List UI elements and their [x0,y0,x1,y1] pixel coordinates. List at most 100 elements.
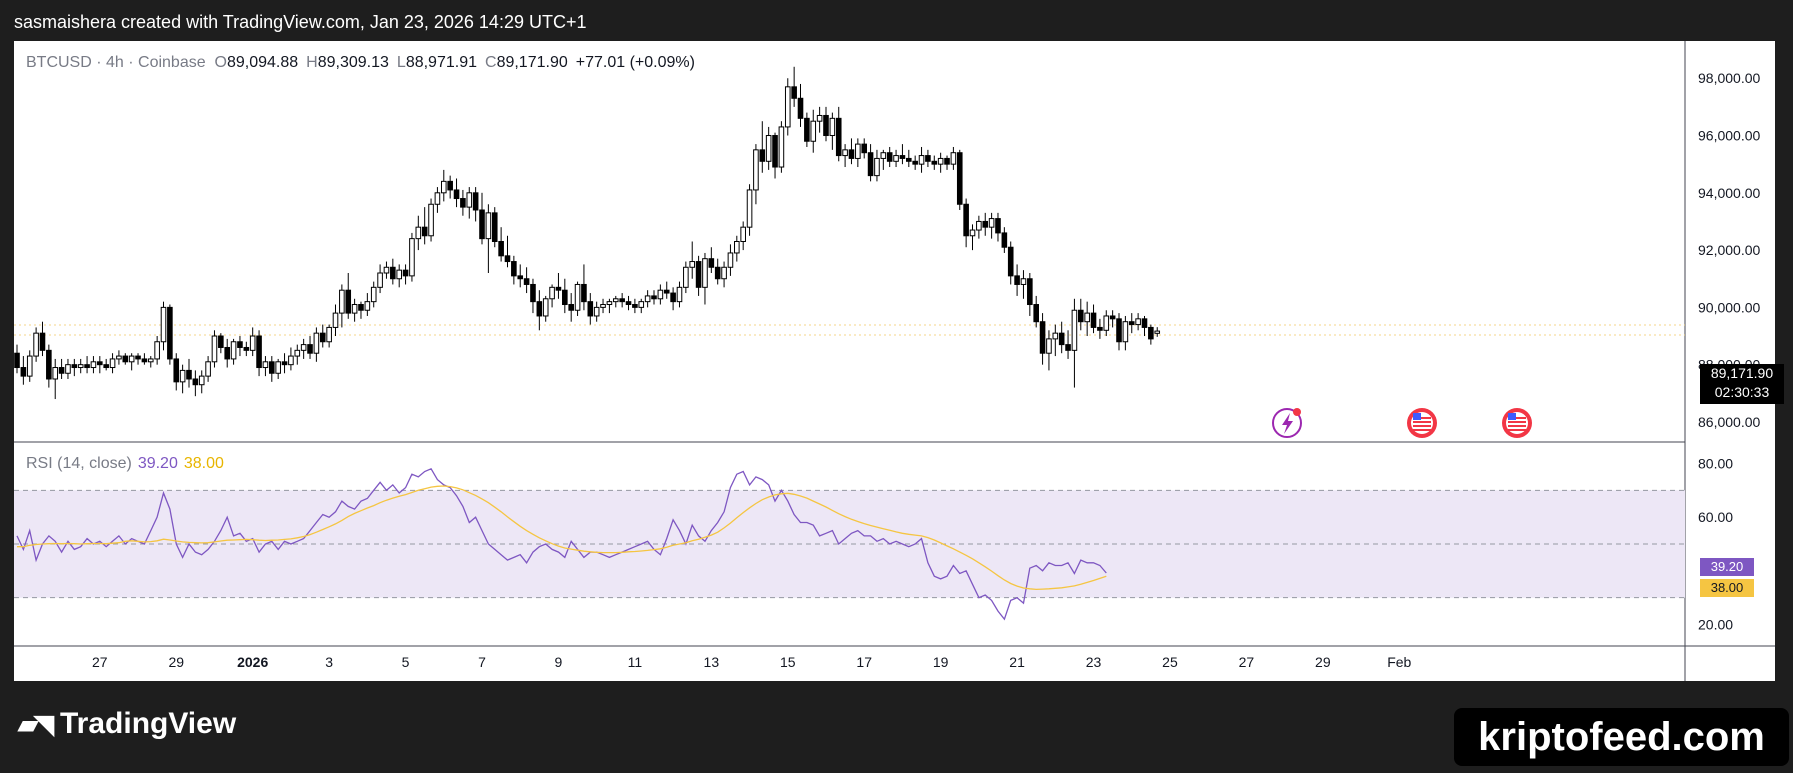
time-axis-label: 17 [856,654,872,670]
candle [931,160,938,165]
candle [918,155,925,165]
candle [192,378,199,386]
candle [160,306,167,343]
time-axis-label: 13 [704,654,720,670]
us-flag-icon[interactable] [1502,408,1532,438]
candle [982,220,989,228]
rsi-axis-label: 20.00 [1698,617,1733,633]
candle [198,375,205,386]
candle [1001,232,1008,248]
candle [307,344,313,354]
open-label: O [214,54,227,71]
time-axis-label: 9 [555,654,563,670]
high-value: 89,309.13 [317,54,389,71]
candle [568,304,574,311]
candle [179,369,186,383]
candle [116,355,122,360]
candle [1058,332,1065,346]
candle [313,332,320,354]
candle [759,149,766,162]
price-axis-label: 94,000.00 [1698,185,1760,201]
candle [224,346,231,360]
candle [511,261,517,277]
ohlc-legend[interactable]: BTCUSD · 4h · Coinbase O89,094.88 H89,309… [26,54,703,72]
candle [472,192,479,211]
candle [784,86,791,128]
candle [71,364,78,369]
candle [880,152,887,159]
candle [440,180,447,194]
candle [753,149,759,191]
candle [1077,309,1084,323]
candle [281,361,288,366]
candle [485,212,492,240]
candle [523,278,530,285]
candle [1116,318,1122,343]
rsi-line [16,467,1107,621]
candle [402,269,409,277]
candle [587,301,594,317]
candle [1039,321,1046,354]
candle [612,298,619,303]
last-price-value: 89,171.90 [1710,365,1774,381]
candle [714,266,721,280]
candle [549,286,555,300]
time-axis-label: 27 [92,654,108,670]
candle [396,269,402,280]
close-label: C [485,54,497,71]
candle [632,304,638,308]
time-axis-label: 3 [325,654,333,670]
candle [1046,338,1052,354]
candle [33,332,39,357]
time-axis-label: 29 [1315,654,1331,670]
symbol-label[interactable]: BTCUSD · 4h · Coinbase [26,54,206,71]
candle [804,117,810,142]
candle [988,218,995,228]
candle [925,155,931,162]
rsi-legend[interactable]: RSI (14, close) 39.20 38.00 [26,455,224,473]
low-label: L [396,54,406,71]
candle [893,155,899,162]
candle [1014,275,1020,285]
candle [453,189,460,200]
chart-container[interactable]: 98,000.00 96,000.00 94,000.00 92,000.00 90,0… [14,41,1784,681]
rsi-name[interactable]: RSI (14, close) [26,455,132,472]
candle [778,126,785,168]
candle [205,361,211,377]
candle [663,289,670,294]
candle [1027,278,1033,306]
candle [1052,332,1059,340]
candle [1097,326,1103,331]
candle [600,304,606,308]
candle [218,335,224,348]
candle [135,355,141,360]
event-icons-group[interactable] [1272,408,1532,438]
rsi-ma-axis-tag: 38.00 [1700,579,1754,597]
candle [167,306,173,360]
time-axis-label: 2026 [237,654,268,670]
candle [421,226,428,237]
candle [243,346,250,351]
candle [77,364,84,369]
candle [1065,344,1071,351]
candle [670,292,676,303]
candle [122,355,129,363]
tradingview-logo[interactable]: ▰◥ TradingView [18,707,236,741]
bar-countdown: 02:30:33 [1714,384,1770,400]
candle [262,361,269,369]
candle [644,295,651,303]
open-value: 89,094.88 [226,54,299,71]
low-value: 88,971.91 [405,54,477,71]
candle [772,135,778,168]
lightning-event-icon[interactable] [1272,408,1302,438]
us-flag-icon[interactable] [1407,408,1437,438]
candle [708,258,715,268]
candle [300,344,307,351]
candle [702,258,708,288]
candle [345,289,352,314]
candle [912,160,918,165]
candle [460,198,466,208]
chart-canvas[interactable]: 98,000.00 96,000.00 94,000.00 92,000.00 90,0… [14,41,1775,681]
candle [491,212,498,243]
high-label: H [306,54,318,71]
